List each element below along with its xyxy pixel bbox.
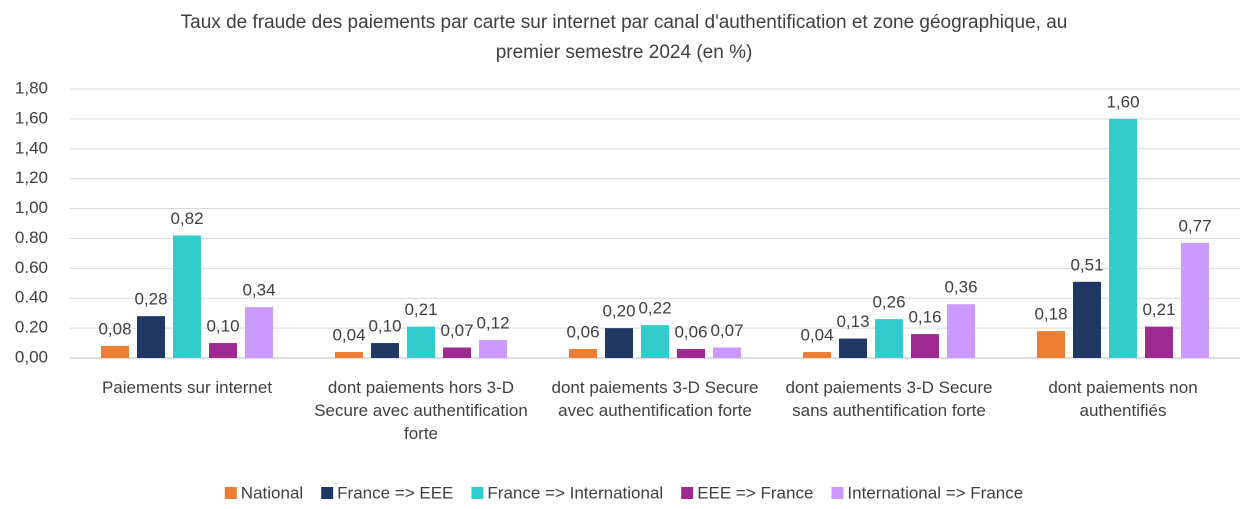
data-label: 1,60: [1106, 92, 1139, 111]
y-tick-label: 1,20: [15, 168, 48, 187]
legend-label: International => France: [847, 483, 1023, 502]
bar: [911, 334, 939, 358]
data-label: 0,51: [1070, 255, 1103, 274]
bar: [569, 349, 597, 358]
bar: [371, 343, 399, 358]
bar: [803, 352, 831, 358]
bar: [335, 352, 363, 358]
y-tick-label: 1,80: [15, 78, 48, 97]
bar: [713, 347, 741, 358]
data-label: 0,26: [872, 293, 905, 312]
legend-label: France => EEE: [337, 483, 453, 502]
data-label: 0,13: [836, 312, 869, 331]
data-label: 0,06: [674, 323, 707, 342]
legend-label: National: [241, 483, 303, 502]
bar: [1109, 118, 1137, 358]
bar: [245, 307, 273, 358]
x-tick-label: dont paiements hors 3-D Secure avec auth…: [314, 378, 528, 443]
legend-label: EEE => France: [697, 483, 813, 502]
y-tick-label: 0.20: [15, 318, 48, 337]
bar: [407, 326, 435, 358]
data-label: 0,28: [134, 290, 167, 309]
legend-swatch: [321, 487, 334, 499]
data-label: 0,77: [1178, 216, 1211, 235]
bar: [947, 304, 975, 358]
data-label: 0,04: [800, 326, 833, 345]
x-tick-label: dont paiements 3-D Secure avec authentif…: [551, 378, 759, 420]
bar: [1073, 281, 1101, 358]
data-label: 0,21: [1142, 300, 1175, 319]
bar: [1145, 326, 1173, 358]
data-label: 0,10: [206, 317, 239, 336]
data-label: 0,07: [710, 321, 743, 340]
x-tick-label: dont paiements non authentifiés: [1048, 378, 1198, 420]
bar: [677, 349, 705, 358]
legend-swatch: [831, 487, 844, 499]
y-tick-label: 0.60: [15, 258, 48, 277]
y-tick-label: 1,00: [15, 198, 48, 217]
x-tick-label: Paiements sur internet: [101, 378, 273, 397]
legend-swatch: [224, 487, 237, 499]
data-label: 0,82: [170, 209, 203, 228]
bar: [605, 328, 633, 358]
bar: [641, 325, 669, 358]
y-tick-label: 0.40: [15, 288, 48, 307]
y-tick-label: 1,40: [15, 138, 48, 157]
bar: [443, 347, 471, 358]
legend-label: France => International: [487, 483, 663, 502]
data-label: 0,36: [944, 278, 977, 297]
y-tick-label: 0.80: [15, 228, 48, 247]
data-label: 0,10: [368, 317, 401, 336]
legend-swatch: [681, 487, 694, 499]
legend-swatch: [471, 487, 484, 499]
bar: [173, 235, 201, 358]
bar: [839, 338, 867, 358]
bar: [875, 319, 903, 358]
y-tick-label: 0,00: [15, 347, 48, 366]
data-label: 0,22: [638, 299, 671, 318]
data-label: 0,12: [476, 314, 509, 333]
data-label: 0,18: [1034, 305, 1067, 324]
data-label: 0,06: [566, 323, 599, 342]
bar: [1037, 331, 1065, 358]
bar: [209, 343, 237, 358]
bar: [137, 316, 165, 358]
y-tick-label: 1,60: [15, 108, 48, 127]
data-label: 0,21: [404, 300, 437, 319]
data-label: 0,34: [242, 281, 275, 300]
data-label: 0,08: [98, 320, 131, 339]
x-tick-label: dont paiements 3-D Secure sans authentif…: [785, 378, 993, 420]
bar: [479, 340, 507, 358]
bar: [1181, 242, 1209, 358]
data-label: 0,20: [602, 302, 635, 321]
data-label: 0,16: [908, 308, 941, 327]
data-label: 0,07: [440, 321, 473, 340]
bar: [101, 346, 129, 358]
chart-title: Taux de fraude des paiements par carte s…: [180, 12, 1068, 63]
data-label: 0,04: [332, 326, 365, 345]
